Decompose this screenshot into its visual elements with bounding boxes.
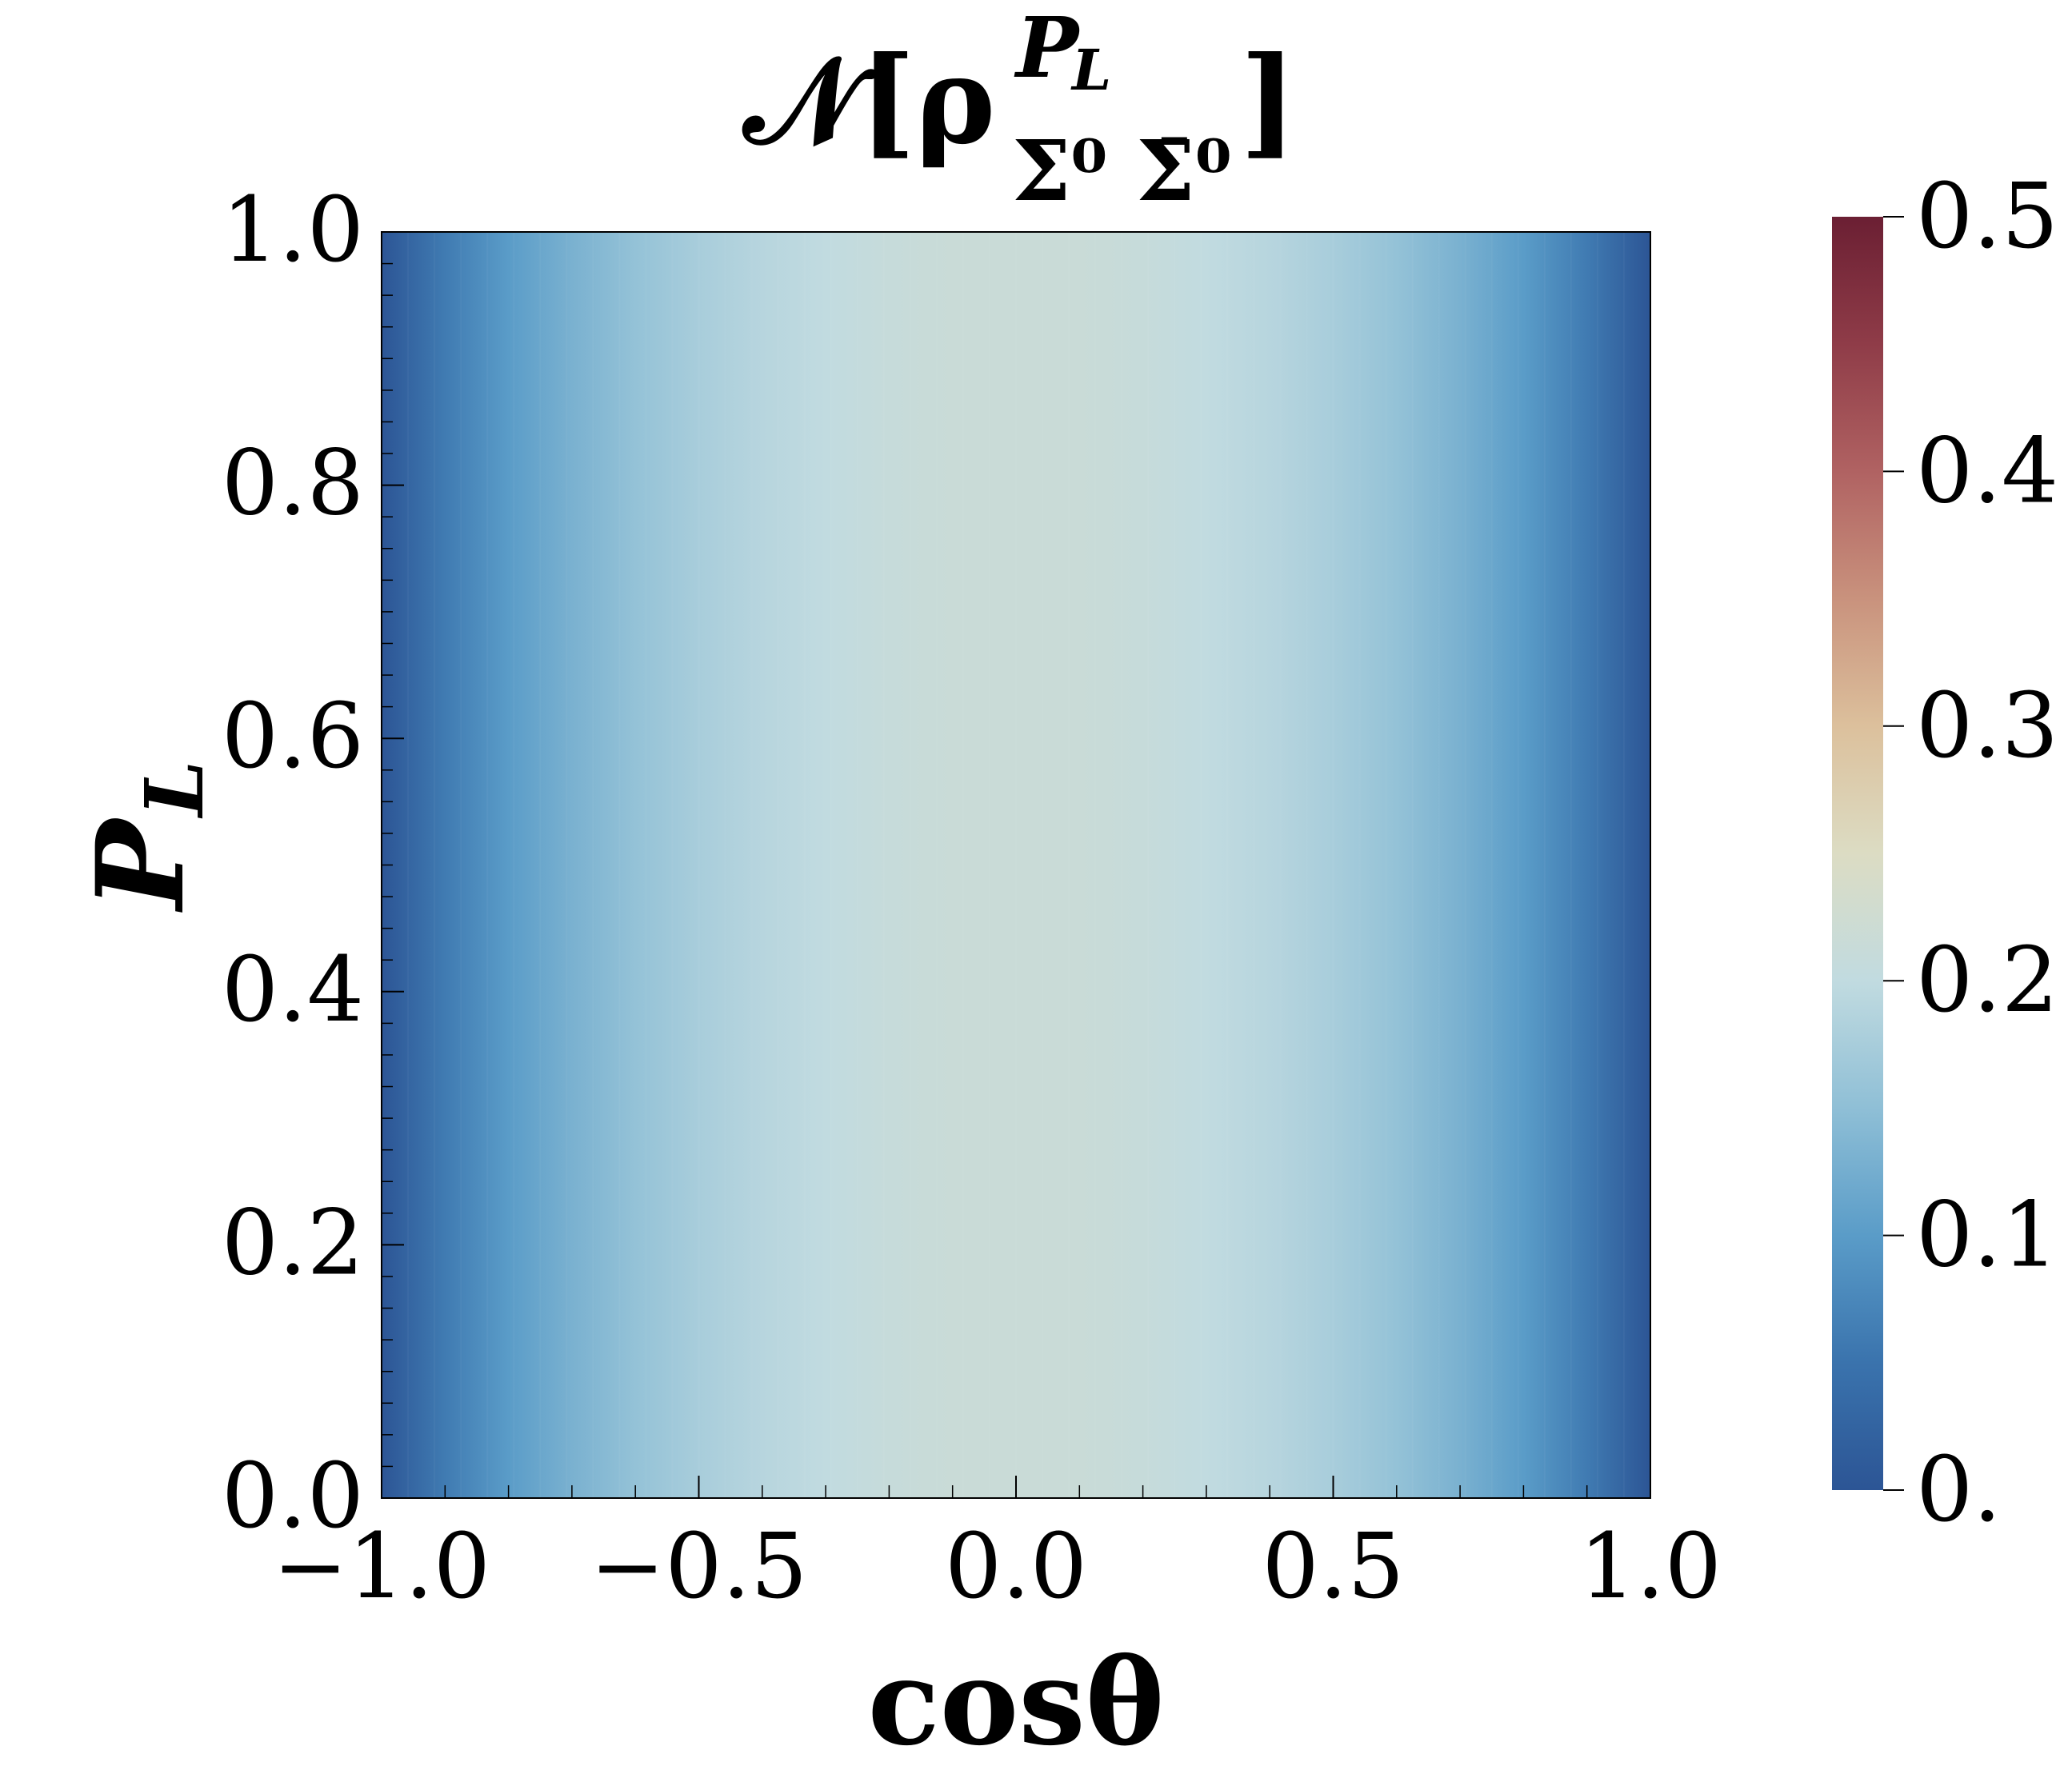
title-subscript: Σ⁰ Σ̄⁰ bbox=[1012, 122, 1231, 220]
y-tick-label: 1.0 bbox=[222, 178, 364, 282]
colorbar-tick-label: 0.1 bbox=[1916, 1184, 2058, 1288]
colorbar-tick-label: 0.3 bbox=[1916, 674, 2058, 778]
colorbar-tick-label: 0.2 bbox=[1916, 929, 2058, 1033]
x-axis: −1.0 −0.5 0.0 0.5 1.0 bbox=[273, 1476, 1722, 1619]
y-axis-label-main: P bbox=[70, 816, 211, 913]
colorbar bbox=[1832, 217, 1883, 1490]
y-axis-label: P L bbox=[70, 761, 222, 913]
y-tick-label: 0.0 bbox=[222, 1444, 364, 1548]
title-superscript: P bbox=[1014, 0, 1081, 97]
y-tick-label: 0.6 bbox=[222, 685, 364, 789]
x-tick-label: −1.0 bbox=[273, 1515, 490, 1619]
colorbar-tick-label: 0.5 bbox=[1916, 165, 2058, 269]
colorbar-ticks: 0. 0.1 0.2 0.3 0.4 0.5 bbox=[1883, 165, 2058, 1542]
colorbar-tick-label: 0. bbox=[1916, 1438, 2002, 1542]
colorbar-tick-label: 0.4 bbox=[1916, 419, 2058, 523]
y-tick-label: 0.2 bbox=[222, 1191, 364, 1295]
x-axis-label: cosθ bbox=[868, 1632, 1165, 1772]
y-tick-label: 0.8 bbox=[222, 432, 364, 536]
x-tick-label: 0.0 bbox=[945, 1515, 1087, 1619]
title-prefix: 𝒩[ρ bbox=[742, 30, 995, 171]
y-axis: 0.0 0.2 0.4 0.6 0.8 1.0 bbox=[222, 178, 404, 1548]
x-tick-label: 0.5 bbox=[1262, 1515, 1404, 1619]
y-tick-label: 0.4 bbox=[222, 938, 364, 1042]
title-suffix: ] bbox=[1240, 30, 1297, 171]
title-superscript-sub: L bbox=[1070, 37, 1111, 103]
chart-title: 𝒩[ρ P L Σ⁰ Σ̄⁰ ] bbox=[742, 0, 1297, 220]
x-tick-label: 1.0 bbox=[1579, 1515, 1722, 1619]
y-axis-label-sub: L bbox=[127, 761, 222, 819]
x-tick-label: −0.5 bbox=[590, 1515, 808, 1619]
heatmap-field bbox=[382, 232, 1650, 1498]
